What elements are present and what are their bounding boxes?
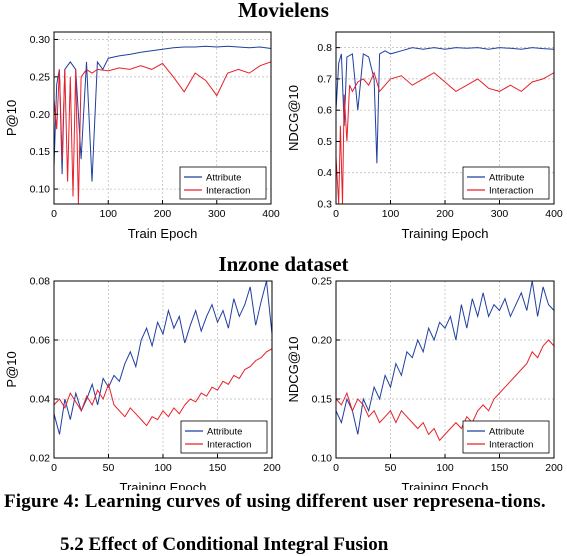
x-tick-label: 200: [545, 462, 563, 474]
legend-box: [462, 166, 550, 200]
series-line-attribute: [54, 45, 271, 182]
y-axis-label: NDCG@10: [286, 337, 301, 403]
next-section-heading: 5.2 Effect of Conditional Integral Fusio…: [60, 534, 389, 555]
x-axis-label: Training Epoch: [120, 480, 207, 490]
y-tick-label: 0.6: [317, 105, 332, 117]
x-tick-label: 0: [51, 462, 57, 474]
y-tick-label: 0.30: [30, 34, 51, 46]
x-tick-label: 100: [382, 208, 400, 220]
legend-label-interaction: Interaction: [489, 440, 533, 451]
x-tick-label: 400: [545, 208, 563, 220]
x-axis-label: Training Epoch: [402, 480, 489, 490]
x-tick-label: 400: [262, 208, 280, 220]
x-tick-label: 200: [263, 462, 281, 474]
y-tick-label: 0.7: [317, 73, 332, 85]
figure-caption: Figure 4: Learning curves of using diffe…: [4, 491, 546, 512]
legend-label-attribute: Attribute: [207, 427, 242, 438]
series-line-attribute: [54, 281, 272, 435]
series-line-interaction: [54, 61, 271, 204]
x-tick-label: 0: [333, 208, 339, 220]
y-tick-label: 0.15: [30, 146, 51, 158]
legend-box: [462, 420, 550, 454]
y-tick-label: 0.5: [317, 136, 332, 148]
movielens-section-title: Movielens: [238, 0, 329, 22]
y-tick-label: 0.25: [30, 71, 51, 83]
y-tick-label: 0.8: [317, 42, 332, 54]
legend-box: [179, 166, 267, 200]
x-tick-label: 100: [99, 208, 117, 220]
series-line-interaction: [54, 348, 272, 427]
x-tick-label: 0: [333, 462, 339, 474]
y-tick-label: 0.20: [30, 109, 51, 121]
y-tick-label: 0.25: [312, 276, 333, 288]
y-tick-label: 0.10: [312, 453, 333, 465]
x-axis-label: Train Epoch: [128, 226, 198, 241]
y-tick-label: 0.15: [312, 394, 333, 406]
legend-box: [180, 420, 268, 454]
x-tick-label: 200: [436, 208, 454, 220]
y-axis-label: NDCG@10: [286, 85, 301, 151]
y-axis-label: P@10: [4, 351, 19, 387]
x-tick-label: 150: [491, 462, 509, 474]
series-line-attribute: [336, 47, 554, 164]
y-tick-label: 0.06: [30, 335, 51, 347]
x-axis-label: Training Epoch: [402, 226, 489, 241]
y-tick-label: 0.10: [30, 184, 51, 196]
x-tick-label: 50: [103, 462, 115, 474]
x-tick-label: 300: [208, 208, 226, 220]
legend-label-interaction: Interaction: [206, 186, 250, 197]
legend-label-attribute: Attribute: [489, 427, 524, 438]
legend-label-attribute: Attribute: [489, 173, 524, 184]
x-tick-label: 100: [154, 462, 172, 474]
inzone-section-title: Inzone dataset: [218, 252, 349, 276]
series-line-interaction: [336, 71, 554, 204]
x-tick-label: 200: [154, 208, 172, 220]
y-tick-label: 0.02: [30, 453, 51, 465]
legend-label-attribute: Attribute: [206, 173, 241, 184]
legend-label-interaction: Interaction: [207, 440, 251, 451]
y-tick-label: 0.08: [30, 276, 51, 288]
x-tick-label: 50: [385, 462, 397, 474]
series-line-attribute: [336, 281, 554, 435]
x-tick-label: 0: [51, 208, 57, 220]
x-tick-label: 150: [209, 462, 227, 474]
legend-label-interaction: Interaction: [489, 186, 533, 197]
x-tick-label: 300: [491, 208, 509, 220]
series-line-interaction: [336, 339, 554, 442]
x-tick-label: 100: [436, 462, 454, 474]
y-tick-label: 0.4: [317, 167, 332, 179]
y-tick-label: 0.04: [30, 394, 51, 406]
y-axis-label: P@10: [4, 100, 19, 136]
y-tick-label: 0.20: [312, 335, 333, 347]
y-tick-label: 0.3: [317, 199, 332, 211]
